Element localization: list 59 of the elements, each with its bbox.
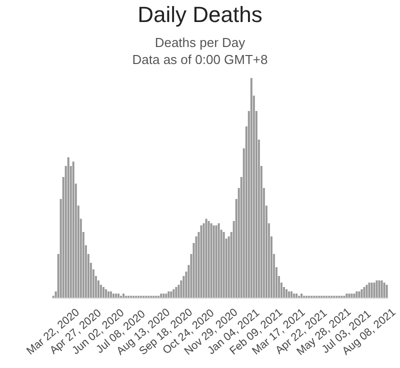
bar	[386, 284, 388, 298]
bar	[122, 294, 125, 298]
bar	[222, 232, 225, 298]
bar	[348, 294, 350, 298]
bar	[208, 221, 210, 298]
bar	[110, 291, 112, 298]
bar	[107, 291, 110, 298]
bar	[168, 291, 170, 298]
bar	[202, 223, 205, 298]
bar	[353, 294, 356, 298]
bar	[346, 294, 348, 298]
bar	[363, 287, 366, 298]
bar	[160, 294, 162, 298]
bar	[370, 282, 373, 298]
bar	[250, 78, 252, 298]
bar	[67, 157, 70, 298]
bar	[114, 294, 117, 298]
bar	[350, 294, 353, 298]
bar	[212, 225, 215, 298]
bar	[200, 225, 202, 298]
bar	[162, 294, 165, 298]
bar	[175, 287, 178, 298]
bar	[178, 284, 180, 298]
chart-subtitle: Deaths per Day	[154, 34, 246, 51]
bar	[360, 289, 363, 298]
bar	[117, 294, 120, 298]
bar	[366, 284, 368, 298]
bar	[288, 291, 290, 298]
bar	[165, 294, 168, 298]
bar	[380, 280, 383, 298]
bar	[210, 223, 212, 298]
text: Data as of 0:00 GMT+8	[131, 51, 269, 68]
bar	[356, 291, 358, 298]
bar	[378, 280, 380, 298]
bar	[228, 236, 230, 298]
bar	[373, 282, 376, 298]
bar	[293, 294, 296, 298]
bar	[180, 280, 182, 298]
bar	[205, 218, 208, 298]
bar	[172, 289, 175, 298]
bar	[104, 289, 107, 298]
bar	[112, 294, 114, 298]
bar	[285, 289, 288, 298]
bar	[97, 280, 100, 298]
bar	[218, 223, 220, 298]
bar	[290, 291, 293, 298]
bar	[100, 284, 102, 298]
bar	[300, 294, 303, 298]
bar	[72, 162, 74, 298]
bar	[215, 225, 218, 298]
chart-title: Daily Deaths	[136, 1, 264, 28]
bar	[195, 236, 198, 298]
bar	[358, 291, 360, 298]
bar	[102, 287, 104, 298]
bar	[368, 282, 370, 298]
bar	[383, 282, 386, 298]
bar	[170, 291, 172, 298]
bar	[296, 294, 298, 298]
bar	[376, 280, 378, 298]
